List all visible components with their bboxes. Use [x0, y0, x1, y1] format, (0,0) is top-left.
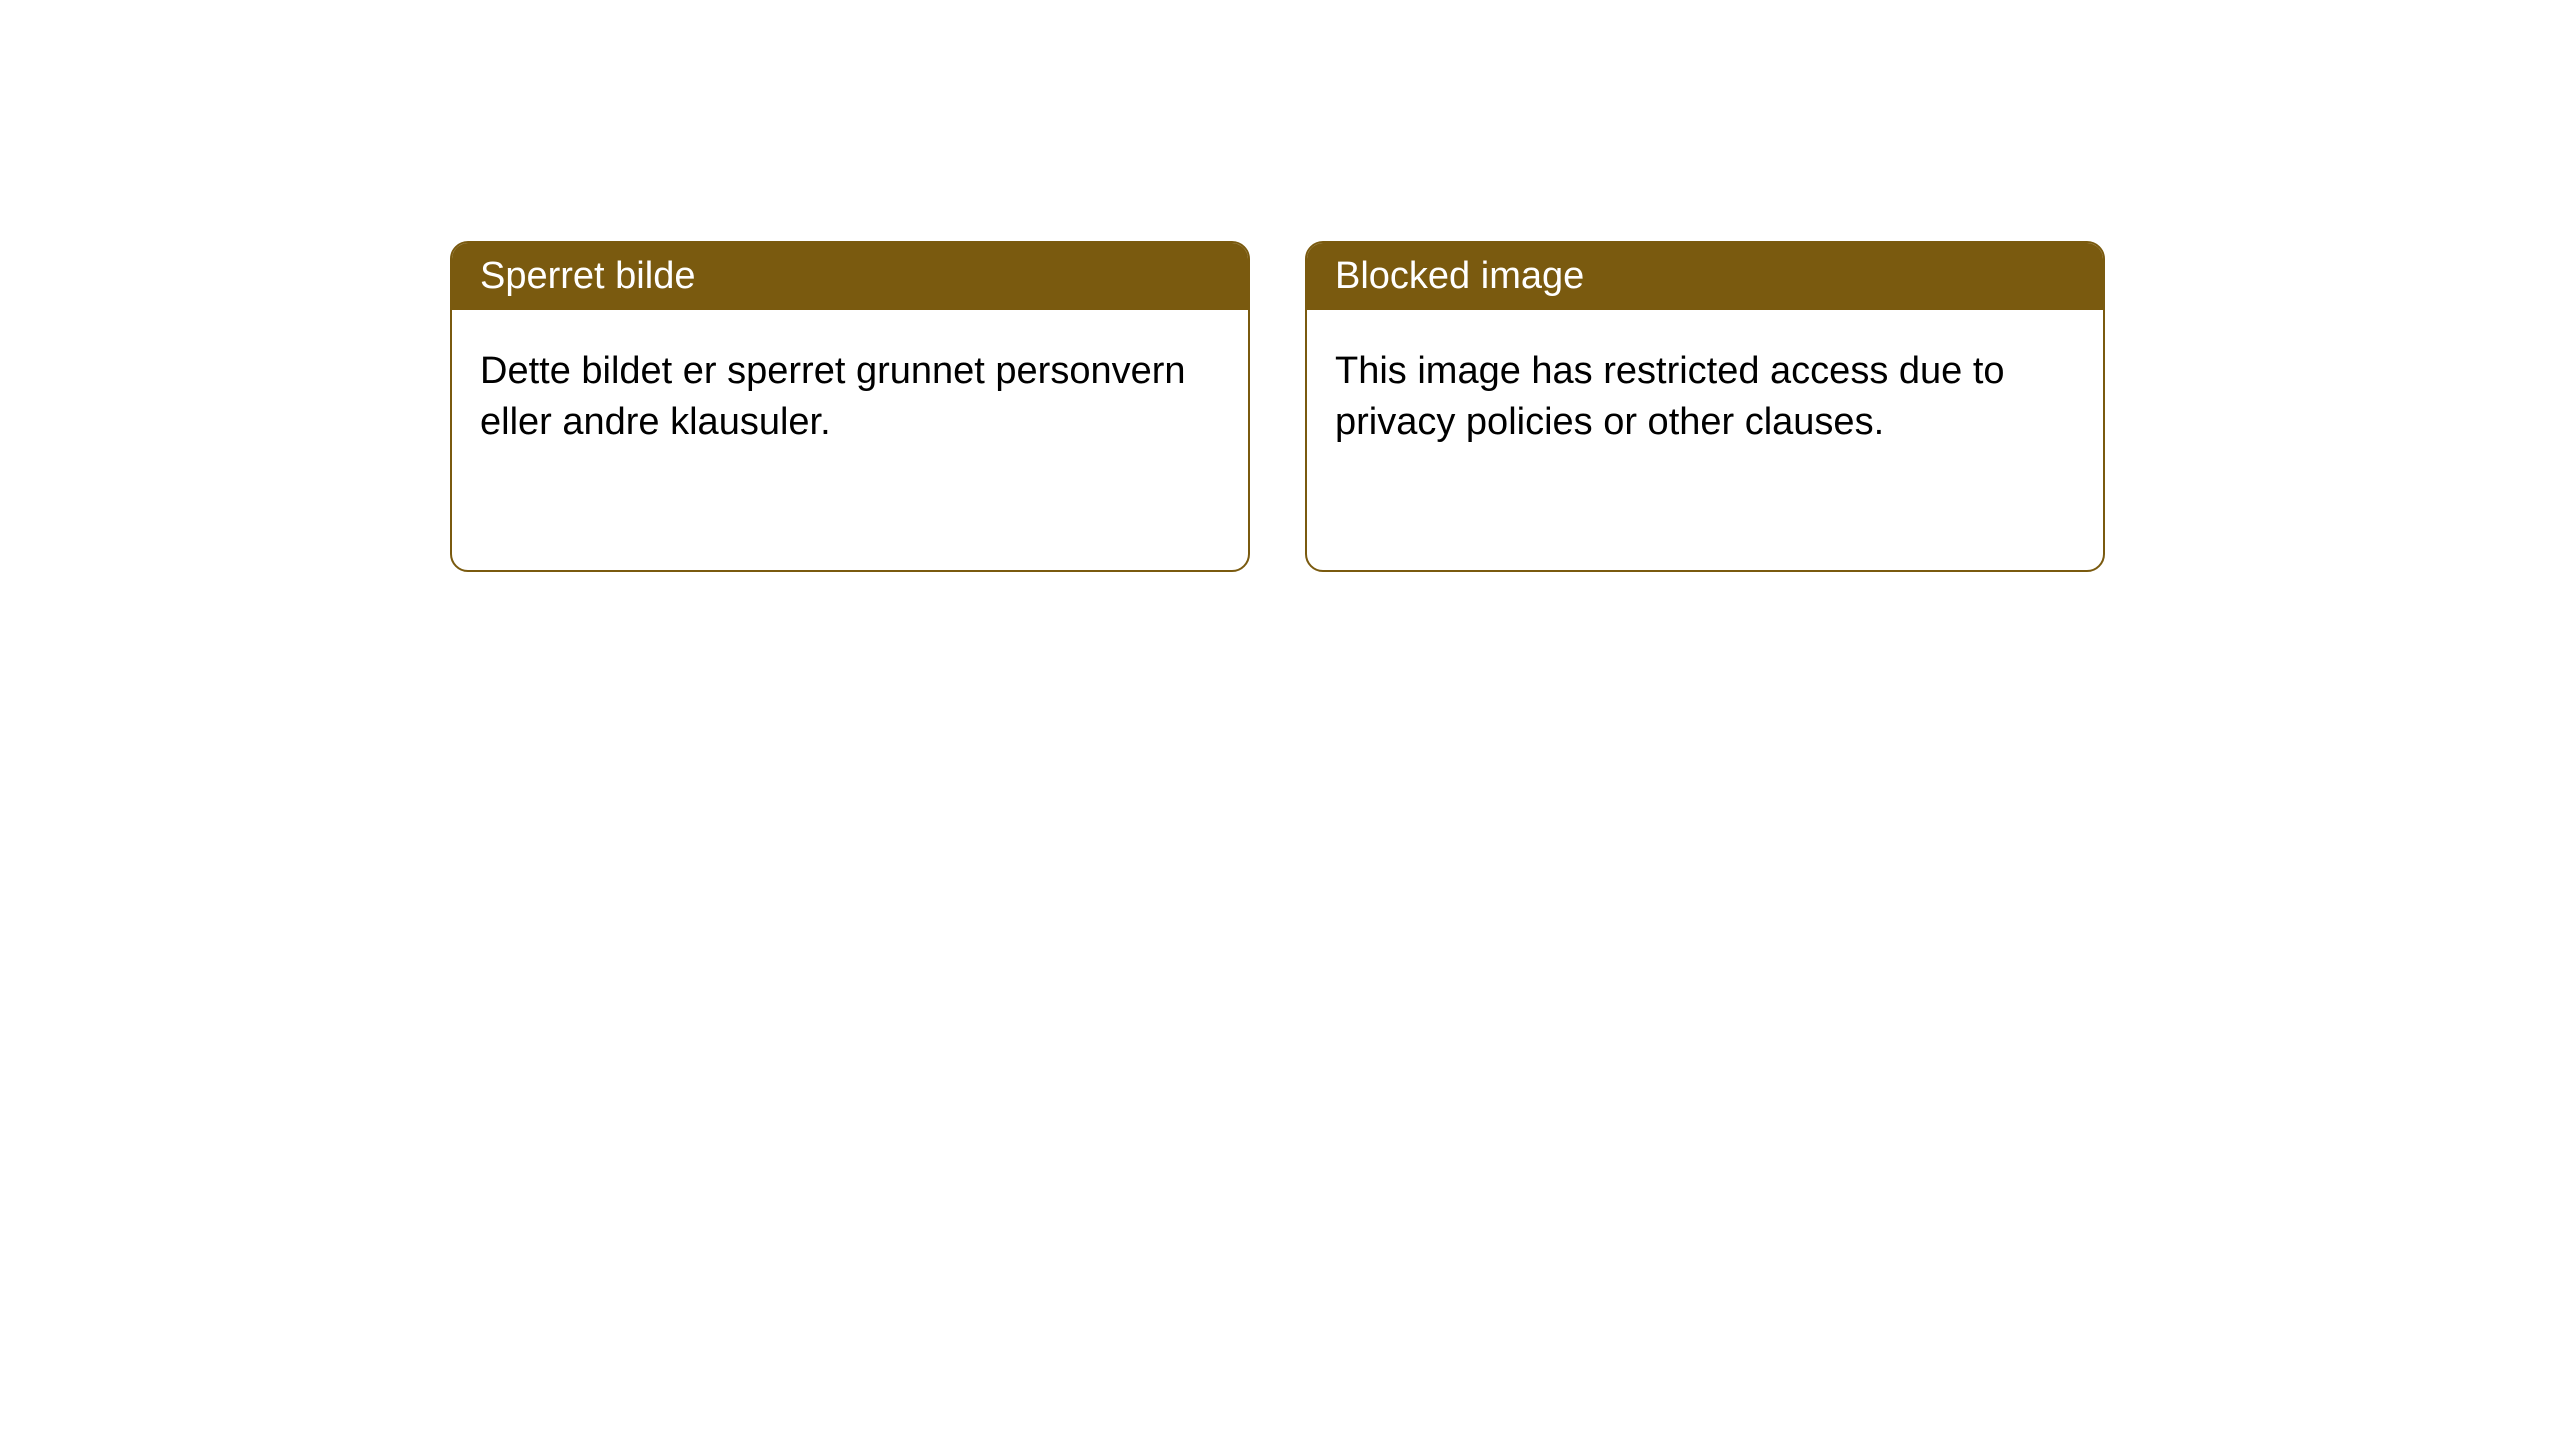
- notice-card-norwegian: Sperret bilde Dette bildet er sperret gr…: [450, 241, 1250, 572]
- card-body: This image has restricted access due to …: [1307, 310, 2103, 570]
- card-header: Sperret bilde: [452, 243, 1248, 310]
- card-header-title: Sperret bilde: [480, 255, 695, 297]
- card-body-text: Dette bildet er sperret grunnet personve…: [480, 350, 1186, 443]
- card-body: Dette bildet er sperret grunnet personve…: [452, 310, 1248, 570]
- card-header-title: Blocked image: [1335, 255, 1584, 297]
- notice-card-english: Blocked image This image has restricted …: [1305, 241, 2105, 572]
- card-header: Blocked image: [1307, 243, 2103, 310]
- notice-cards-container: Sperret bilde Dette bildet er sperret gr…: [450, 241, 2560, 572]
- card-body-text: This image has restricted access due to …: [1335, 350, 2005, 443]
